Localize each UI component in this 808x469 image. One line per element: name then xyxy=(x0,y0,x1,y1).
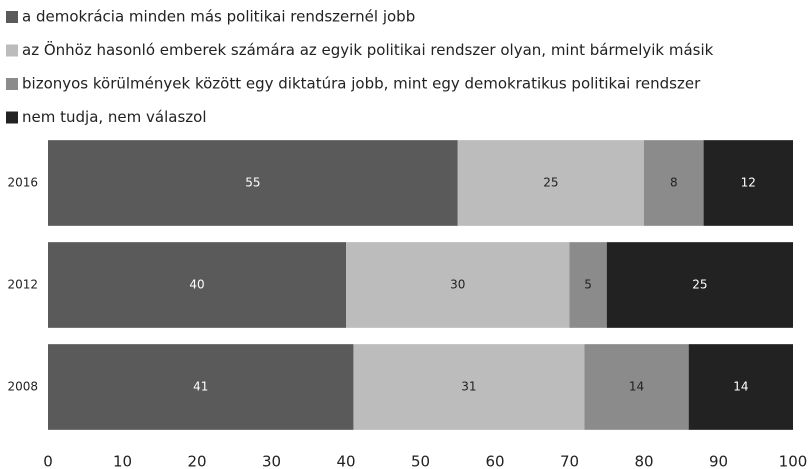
data-label: 30 xyxy=(450,278,465,292)
x-tick-label: 40 xyxy=(336,453,355,469)
bar-segment xyxy=(569,242,607,328)
data-label: 12 xyxy=(741,176,756,190)
bar-segment xyxy=(353,344,585,430)
data-label: 55 xyxy=(245,176,260,190)
bar-segment xyxy=(688,344,793,430)
legend-label: az Önhöz hasonló emberek számára az egyi… xyxy=(22,40,714,59)
legend-swatch xyxy=(6,111,18,124)
x-tick-label: 30 xyxy=(262,453,281,469)
legend-swatch xyxy=(6,44,18,57)
bar-segment xyxy=(48,140,458,226)
y-tick-label: 2012 xyxy=(7,278,38,292)
x-tick-label: 100 xyxy=(779,453,808,469)
data-label: 41 xyxy=(193,380,208,394)
bar-segment xyxy=(584,344,689,430)
bar-segment xyxy=(48,344,354,430)
y-tick-label: 2008 xyxy=(7,380,38,394)
data-label: 31 xyxy=(461,380,476,394)
legend-swatch xyxy=(6,11,18,23)
x-tick-label: 80 xyxy=(634,453,653,469)
data-label: 5 xyxy=(584,278,592,292)
bar-segment xyxy=(606,242,793,328)
x-tick-label: 70 xyxy=(560,453,579,469)
x-tick-label: 0 xyxy=(43,453,53,469)
legend-label: bizonyos körülmények között egy diktatúr… xyxy=(22,75,701,93)
bar-segment xyxy=(346,242,570,328)
x-tick-label: 60 xyxy=(485,453,504,469)
x-tick-label: 50 xyxy=(411,453,430,469)
legend-swatch xyxy=(6,78,18,90)
y-tick-label: 2016 xyxy=(7,176,38,190)
data-label: 25 xyxy=(543,176,558,190)
data-label: 14 xyxy=(629,380,644,394)
bar-segment xyxy=(644,140,704,226)
data-label: 8 xyxy=(670,176,678,190)
data-label: 40 xyxy=(189,278,204,292)
bar-segment xyxy=(48,242,346,328)
bar-segment xyxy=(457,140,644,226)
legend-label: a demokrácia minden más politikai rendsz… xyxy=(22,8,415,26)
data-label: 25 xyxy=(692,278,707,292)
data-label: 14 xyxy=(733,380,748,394)
x-tick-label: 10 xyxy=(113,453,132,469)
x-tick-label: 20 xyxy=(187,453,206,469)
x-tick-label: 90 xyxy=(709,453,728,469)
legend-label: nem tudja, nem válaszol xyxy=(22,108,207,126)
bar-segment xyxy=(703,140,793,226)
